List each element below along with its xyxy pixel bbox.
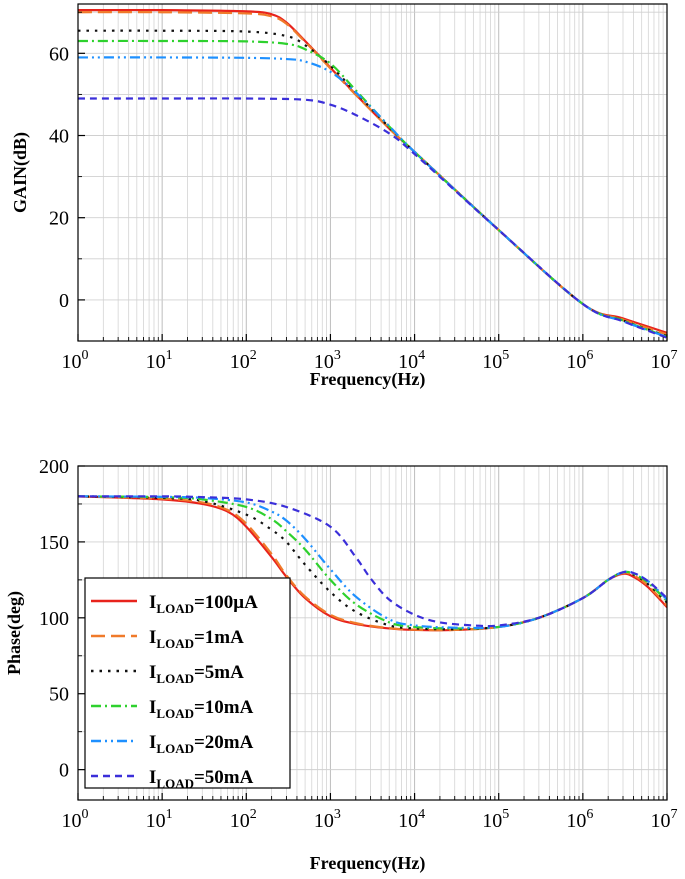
series-group [78, 495, 667, 632]
x-tick-label: 105 [482, 348, 509, 373]
x-tick-label: 107 [651, 348, 678, 373]
y-tick-label: 200 [39, 456, 69, 478]
y-tick-label: 0 [59, 290, 69, 312]
x-tick-label: 102 [230, 348, 257, 373]
legend-label: ILOAD=10mA [149, 697, 254, 721]
legend-label: ILOAD=50mA [149, 767, 254, 791]
legend-label: ILOAD=100μA [149, 592, 258, 616]
legend-label: ILOAD=20mA [149, 732, 254, 756]
legend: ILOAD=100μA ILOAD=1mA ILOAD=5mA ILOAD=10mA I… [84, 577, 291, 791]
grid [77, 4, 667, 342]
x-tick-label: 104 [398, 348, 425, 373]
x-tick-label: 101 [146, 348, 173, 373]
y-ticks: 0 50 100 150 200 [39, 456, 85, 782]
y-tick-label: 150 [39, 532, 69, 554]
x-tick-label: 103 [314, 807, 341, 832]
x-tick-label: 101 [146, 807, 173, 832]
x-tick-label: 107 [651, 807, 678, 832]
y-tick-label: 40 [49, 126, 69, 148]
legend-label: ILOAD=1mA [149, 627, 244, 651]
x-tick-label: 100 [62, 348, 89, 373]
y-tick-label: 0 [59, 760, 69, 782]
x-ticks: 100 101 102 103 104 105 106 107 [62, 334, 678, 373]
series-line-5 [78, 495, 667, 628]
x-ticks: 100 101 102 103 104 105 106 107 [62, 793, 678, 832]
y-tick-label: 50 [49, 684, 69, 706]
legend-box [84, 577, 291, 789]
phase-plot: 100 101 102 103 104 105 106 107 0 50 100 150 200 Freq… [4, 456, 678, 874]
y-ticks: 0 20 40 60 [49, 11, 85, 312]
x-tick-label: 106 [566, 807, 593, 832]
y-tick-label: 20 [49, 208, 69, 230]
gain-plot: 100 101 102 103 104 105 106 107 0 20 40 60 Frequency… [10, 3, 678, 390]
series-group [78, 8, 667, 339]
x-tick-label: 103 [314, 348, 341, 373]
y-tick-label: 100 [39, 608, 69, 630]
y-axis-label: Phase(deg) [4, 591, 25, 675]
series-line-5 [78, 97, 667, 339]
plot-frame [77, 3, 668, 342]
series-line-2 [78, 495, 667, 631]
series-line-1 [78, 11, 667, 336]
x-tick-label: 106 [566, 348, 593, 373]
legend-label: ILOAD=5mA [149, 662, 244, 686]
x-axis-label: Frequency(Hz) [310, 369, 426, 390]
plot-frame [77, 465, 668, 801]
y-axis-label: GAIN(dB) [10, 132, 31, 213]
y-tick-label: 60 [49, 43, 69, 65]
series-line-4 [78, 56, 667, 338]
x-tick-label: 105 [482, 807, 509, 832]
x-tick-label: 100 [62, 807, 89, 832]
x-tick-label: 102 [230, 807, 257, 832]
x-axis-label: Frequency(Hz) [310, 853, 426, 874]
x-tick-label: 104 [398, 807, 425, 832]
